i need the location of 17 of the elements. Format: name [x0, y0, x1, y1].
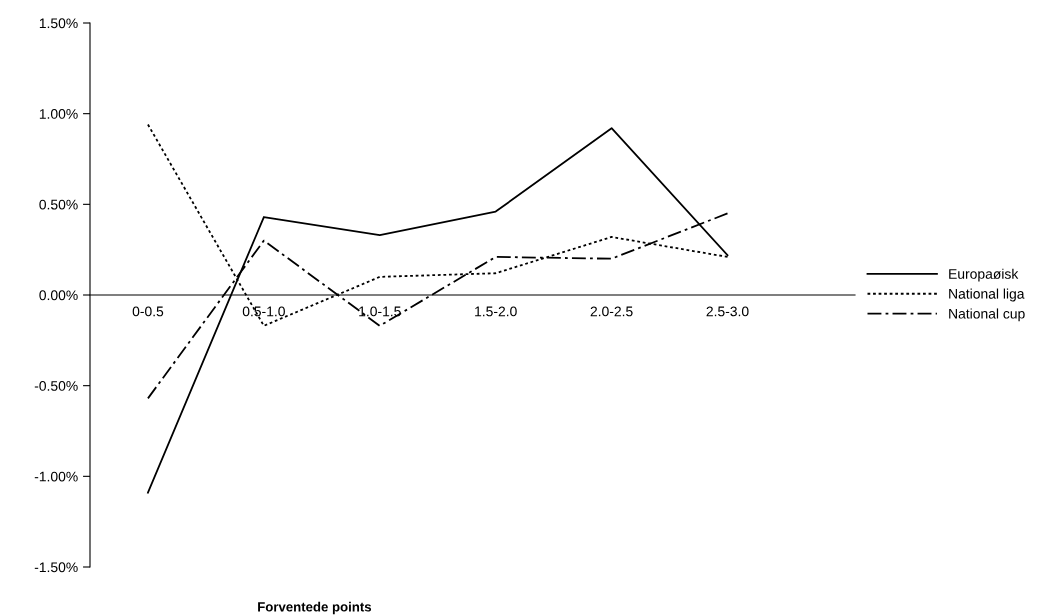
y-tick-label: 0.50% — [39, 199, 78, 210]
legend-label: Europaøisk — [949, 268, 1019, 282]
y-tick-label: -0.50% — [34, 381, 78, 391]
y-tick-label: 1.00% — [39, 109, 78, 119]
x-tick-label: 0.5-1.0 — [242, 306, 285, 317]
x-tick-label: 1.5-2.0 — [475, 306, 517, 317]
y-tick-label: -1.00% — [34, 471, 78, 482]
x-tick-label: 0-0.5 — [132, 306, 164, 317]
text: Forventede points — [258, 601, 372, 615]
x-tick-label: 1.0-1.5 — [359, 306, 401, 317]
legend-label: National liga — [949, 288, 1025, 302]
y-tick-label: -1.50% — [34, 562, 78, 573]
y-tick-label: 0.00% — [39, 290, 78, 301]
x-tick-label: 2.0-2.5 — [590, 306, 633, 317]
legend-label: National cup — [949, 308, 1025, 322]
x-tick-label: 2.5-3.0 — [706, 306, 749, 317]
y-tick-label: 1.50% — [39, 18, 78, 29]
